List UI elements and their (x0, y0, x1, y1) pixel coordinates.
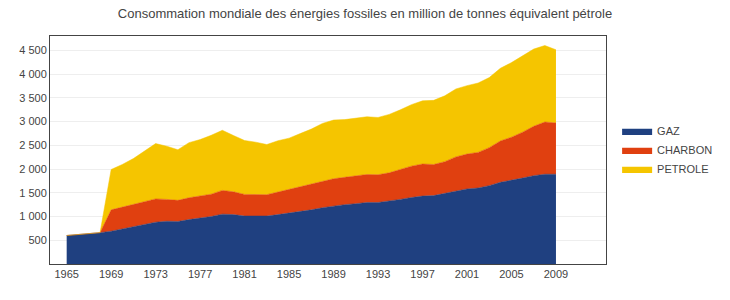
svg-text:1969: 1969 (99, 268, 123, 280)
svg-text:3 000: 3 000 (19, 115, 47, 127)
svg-text:CHARBON: CHARBON (657, 144, 712, 156)
svg-text:1997: 1997 (410, 268, 434, 280)
svg-text:PETROLE: PETROLE (657, 163, 708, 175)
svg-text:Consommation mondiale des éner: Consommation mondiale des énergies fossi… (118, 6, 612, 21)
svg-text:1965: 1965 (54, 268, 78, 280)
svg-text:1977: 1977 (188, 268, 212, 280)
svg-text:3 500: 3 500 (19, 92, 47, 104)
svg-text:1973: 1973 (143, 268, 167, 280)
svg-text:1989: 1989 (321, 268, 345, 280)
svg-text:1985: 1985 (277, 268, 301, 280)
svg-text:1981: 1981 (232, 268, 256, 280)
svg-text:GAZ: GAZ (657, 125, 680, 137)
svg-text:2009: 2009 (544, 268, 568, 280)
svg-text:4 000: 4 000 (19, 68, 47, 80)
svg-text:1 500: 1 500 (19, 187, 47, 199)
svg-text:2 500: 2 500 (19, 139, 47, 151)
svg-text:500: 500 (28, 234, 46, 246)
svg-text:1 000: 1 000 (19, 210, 47, 222)
svg-text:2001: 2001 (455, 268, 479, 280)
svg-text:1993: 1993 (366, 268, 390, 280)
svg-text:4 500: 4 500 (19, 44, 47, 56)
svg-text:2 000: 2 000 (19, 163, 47, 175)
svg-text:2005: 2005 (499, 268, 523, 280)
